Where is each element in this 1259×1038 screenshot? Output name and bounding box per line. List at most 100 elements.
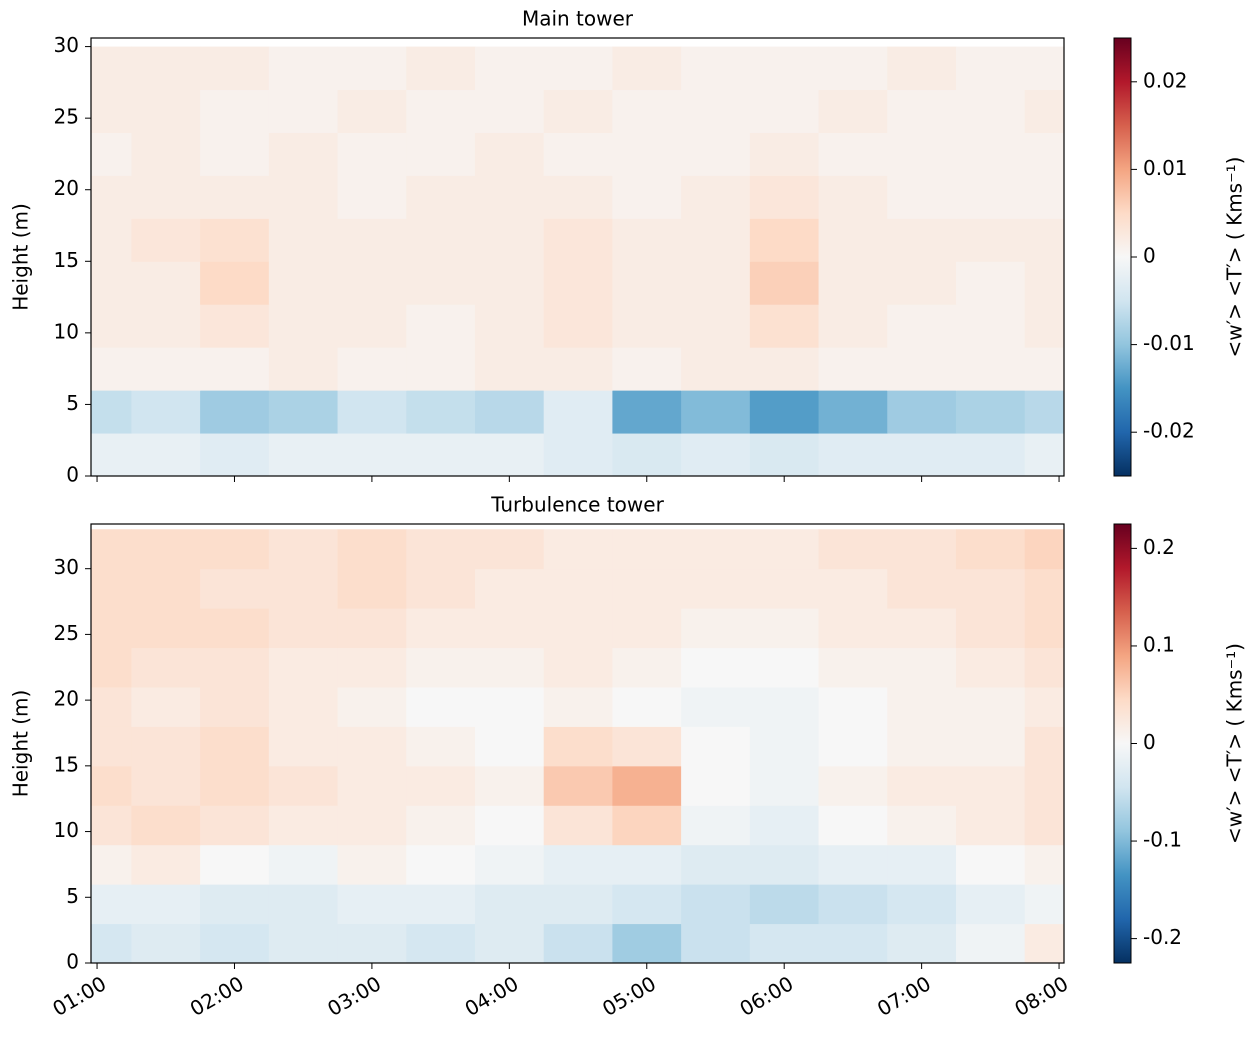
heatmap-cell bbox=[200, 132, 270, 176]
x-tick-label: 01:00 bbox=[48, 971, 110, 1021]
heatmap-cell bbox=[887, 765, 957, 806]
heatmap-cell bbox=[749, 686, 820, 727]
heatmap-cell bbox=[406, 568, 476, 609]
heatmap-cell bbox=[131, 347, 201, 391]
heatmap-cell bbox=[612, 261, 682, 305]
heatmap-cell bbox=[681, 347, 751, 391]
heatmap-cell bbox=[200, 805, 270, 846]
heatmap-cell bbox=[749, 568, 820, 609]
heatmap-cell bbox=[543, 765, 613, 806]
heatmap-cell bbox=[543, 46, 613, 91]
heatmap-cell bbox=[1024, 568, 1064, 609]
heatmap-cell bbox=[268, 218, 339, 262]
heatmap-cell bbox=[612, 175, 682, 219]
heatmap-cell bbox=[406, 884, 476, 925]
heatmap-cell bbox=[200, 261, 270, 305]
heatmap-cell bbox=[818, 89, 888, 133]
heatmap-cell bbox=[474, 686, 545, 727]
heatmap-cell bbox=[681, 686, 751, 727]
heatmap-cell bbox=[131, 923, 201, 963]
y-tick-label: 20 bbox=[54, 687, 79, 711]
heatmap-cell bbox=[131, 304, 201, 348]
heatmap-cell bbox=[1024, 347, 1064, 391]
heatmap-cell bbox=[268, 765, 339, 806]
heatmap-cell bbox=[955, 433, 1026, 476]
colorbar-tick-label: 0 bbox=[1143, 730, 1156, 754]
heatmap-cell bbox=[612, 647, 682, 688]
heatmap-cell bbox=[955, 89, 1026, 133]
heatmap-cell bbox=[474, 347, 545, 391]
heatmap-cell bbox=[818, 261, 888, 305]
heatmap-cell bbox=[131, 805, 201, 846]
y-tick-label: 15 bbox=[54, 248, 79, 272]
heatmap-cell bbox=[268, 647, 339, 688]
heatmap-cell bbox=[131, 175, 201, 219]
heatmap-cell bbox=[131, 726, 201, 767]
heatmap-cell bbox=[887, 647, 957, 688]
heatmap-cell bbox=[543, 304, 613, 348]
heatmap-cell bbox=[337, 686, 407, 727]
heatmap-cell bbox=[91, 765, 132, 806]
x-tick-label: 03:00 bbox=[323, 971, 385, 1021]
x-tick-label: 06:00 bbox=[736, 971, 798, 1021]
heatmap-cell bbox=[543, 89, 613, 133]
heatmap-cell bbox=[1024, 647, 1064, 688]
axes-frame bbox=[90, 523, 1065, 964]
heatmap-cell bbox=[681, 304, 751, 348]
heatmap-cell bbox=[749, 46, 820, 91]
heatmap-cell bbox=[955, 304, 1026, 348]
heatmap-cell bbox=[1024, 218, 1064, 262]
heatmap-cell bbox=[200, 347, 270, 391]
y-tick-label: 25 bbox=[54, 105, 79, 129]
heatmap-cell bbox=[474, 132, 545, 176]
colorbar-tick-label: -0.1 bbox=[1143, 828, 1182, 852]
heatmap-cell bbox=[612, 433, 682, 476]
heatmap-cell bbox=[131, 608, 201, 649]
heatmap-cell bbox=[681, 805, 751, 846]
colorbar-tick-label: 0.2 bbox=[1143, 535, 1175, 559]
heatmap-cell bbox=[955, 175, 1026, 219]
heatmap-cell bbox=[612, 923, 682, 963]
heatmap-cell bbox=[1024, 304, 1064, 348]
heatmap-cell bbox=[91, 390, 132, 434]
heatmap-cell bbox=[91, 132, 132, 176]
heatmap-cell bbox=[749, 433, 820, 476]
heatmap-cell bbox=[543, 347, 613, 391]
heatmap-cell bbox=[200, 46, 270, 91]
heatmap-cell bbox=[268, 529, 339, 570]
heatmap-cell bbox=[1024, 132, 1064, 176]
heatmap-cell bbox=[337, 923, 407, 963]
heatmap-cell bbox=[474, 261, 545, 305]
heatmap-cell bbox=[681, 765, 751, 806]
heatmap-cell bbox=[406, 175, 476, 219]
heatmap-cell bbox=[200, 884, 270, 925]
heatmap-cell bbox=[1024, 844, 1064, 885]
y-tick-label: 25 bbox=[54, 621, 79, 645]
heatmap-cell bbox=[200, 647, 270, 688]
heatmap-cell bbox=[406, 686, 476, 727]
colorbar-label: <w′> <T′> ( Kms⁻¹) bbox=[1223, 157, 1247, 358]
heatmap-cell bbox=[406, 218, 476, 262]
y-tick-label: 5 bbox=[66, 884, 79, 908]
heatmap-cell bbox=[1024, 726, 1064, 767]
heatmap-cell bbox=[887, 218, 957, 262]
heatmap-cell bbox=[474, 304, 545, 348]
heatmap-cell bbox=[337, 765, 407, 806]
heatmap-cell bbox=[681, 884, 751, 925]
heatmap-cell bbox=[268, 390, 339, 434]
colorbar-tick-label: -0.02 bbox=[1143, 419, 1195, 443]
heatmap-cell bbox=[543, 726, 613, 767]
heatmap-cell bbox=[474, 175, 545, 219]
y-axis-label: Height (m) bbox=[9, 690, 33, 798]
heatmap-cell bbox=[955, 132, 1026, 176]
colorbar-tick-label: 0.1 bbox=[1143, 632, 1175, 656]
heatmap-cell bbox=[91, 218, 132, 262]
heatmap-cell bbox=[1024, 433, 1064, 476]
heatmap-cell bbox=[955, 923, 1026, 963]
heatmap-cell bbox=[406, 765, 476, 806]
y-tick-label: 0 bbox=[66, 950, 79, 974]
heatmap-cell bbox=[681, 568, 751, 609]
heatmap-cell bbox=[887, 433, 957, 476]
y-tick-label: 30 bbox=[54, 33, 79, 57]
heatmap-cell bbox=[749, 89, 820, 133]
